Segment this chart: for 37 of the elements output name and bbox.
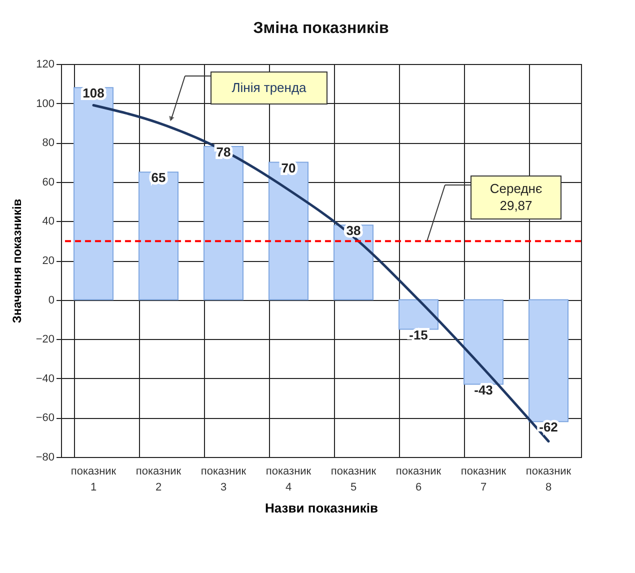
bar	[398, 299, 438, 330]
y-tick-label: 100	[36, 98, 54, 110]
bar	[74, 87, 114, 300]
y-tick-label: −20	[36, 334, 54, 346]
x-tick-label: показник 8	[526, 466, 572, 494]
chart-title: Зміна показників	[253, 20, 389, 37]
bar	[528, 299, 568, 422]
y-tick-label: 40	[42, 216, 54, 228]
text: Лінія тренда	[232, 80, 308, 95]
data-label: -62	[539, 420, 558, 435]
y-axis-title: Значення показників	[10, 198, 24, 324]
x-tick-label: показник 1	[70, 466, 116, 494]
y-tick-label: 60	[42, 176, 54, 188]
bar	[138, 172, 178, 300]
y-tick-label: 0	[48, 294, 54, 306]
bar	[268, 162, 308, 300]
data-label: -43	[474, 382, 493, 398]
ref-line-label: Середнє 29,87	[490, 181, 542, 213]
y-tick-label: −80	[36, 452, 54, 464]
x-tick-label: показник 4	[266, 466, 312, 494]
x-tick-label: показник 2	[136, 466, 182, 494]
data-label: 70	[281, 160, 296, 176]
data-label: 65	[151, 170, 166, 186]
y-tick-label: −40	[36, 372, 54, 385]
y-tick-label: −60	[36, 412, 54, 424]
bar	[464, 299, 504, 385]
y-tick-label: 20	[42, 255, 54, 267]
x-tick-label: показник 3	[200, 466, 246, 494]
data-label: 38	[346, 223, 361, 238]
y-tick-label: 80	[42, 137, 54, 150]
x-tick-label: показник 5	[330, 466, 376, 494]
y-tick-label: 120	[36, 58, 54, 70]
x-tick-label: показник 7	[460, 466, 506, 494]
data-label: 108	[82, 86, 104, 101]
x-tick-label: показник 6	[396, 466, 442, 494]
bar	[204, 146, 244, 300]
x-axis-title: Назви показників	[265, 500, 378, 516]
